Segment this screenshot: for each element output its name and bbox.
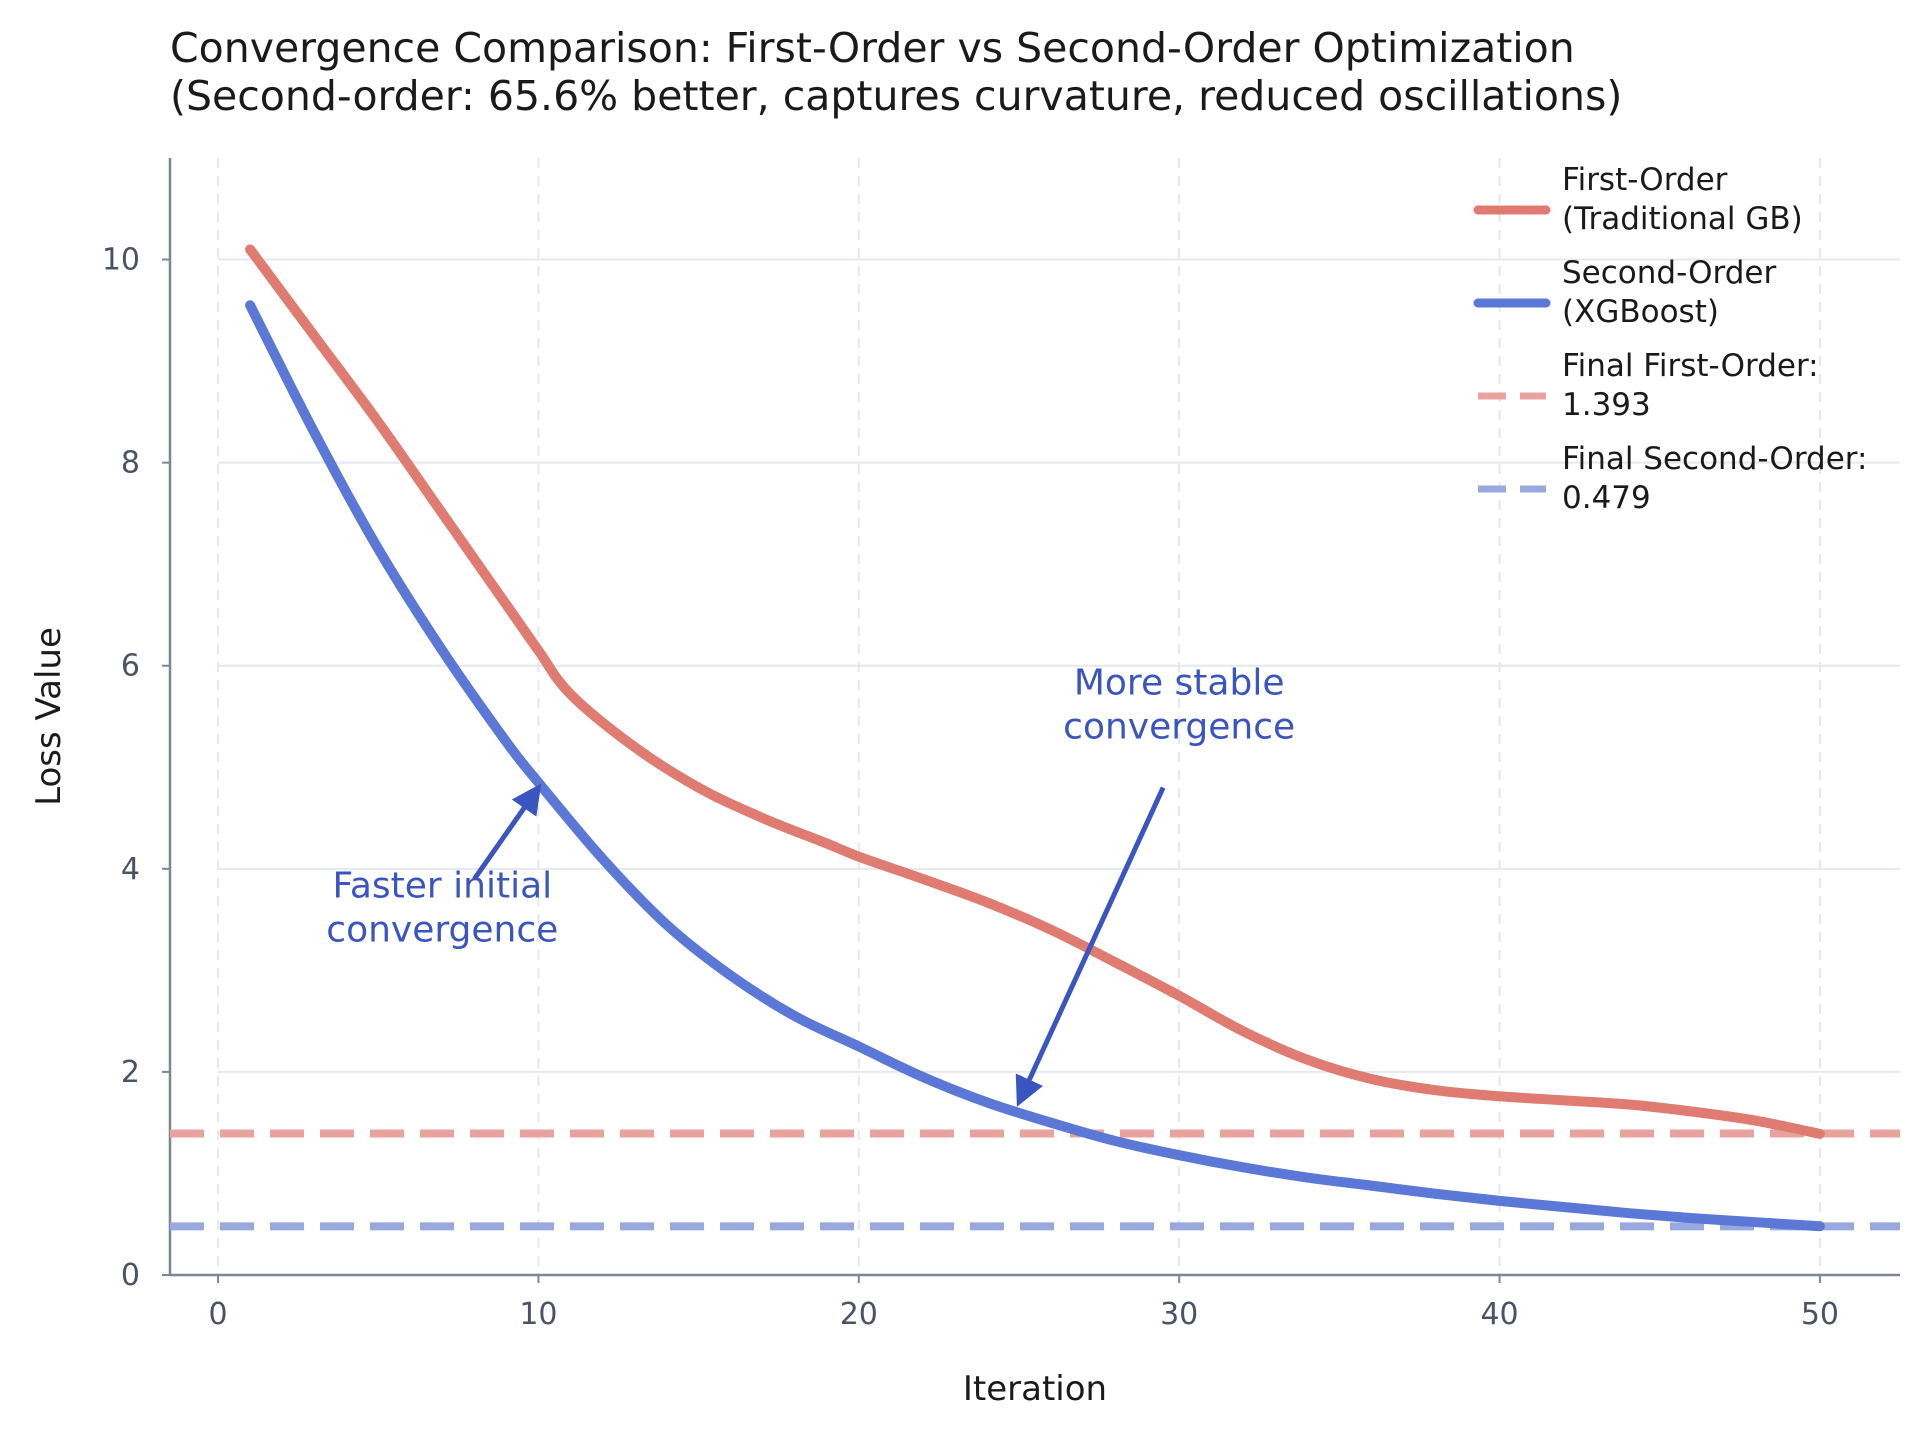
x-tick-label: 20 [840,1297,878,1332]
axes: 0 2 4 6 8 10 0 10 20 30 40 50 Iteration Loss Value [29,158,1900,1409]
legend-label-line: Final Second-Order: [1562,441,1867,477]
annotation-arrow-0 [472,783,542,881]
legend-label-2: Final First-Order: 1.393 [1562,348,1819,423]
y-tick-label: 10 [102,243,140,278]
grid [217,158,1900,1276]
annotation-text-0: Faster initial convergence [326,866,558,951]
y-tick-label: 4 [121,852,140,887]
x-tick-label: 30 [1160,1297,1198,1332]
legend-label-line: (Traditional GB) [1562,201,1803,237]
series-line-1 [245,300,1825,1232]
annotation-text-line: Faster initial [332,866,552,907]
legend-label-line: 0.479 [1562,480,1651,516]
legend-label-line: 1.393 [1562,387,1651,423]
annotation-text-1: More stable convergence [1063,663,1295,748]
annotation-text-line: convergence [1063,707,1295,748]
x-tick-label: 50 [1801,1297,1839,1332]
series-line-0 [245,244,1825,1139]
y-tick-label: 0 [121,1258,140,1293]
annotation-arrow-1 [1015,786,1166,1107]
legend-label-3: Final Second-Order: 0.479 [1562,441,1867,516]
x-tick-label: 0 [209,1297,228,1332]
y-tick-label: 6 [121,649,140,684]
x-tick-label: 10 [519,1297,557,1332]
legend-label-line: First-Order [1562,162,1728,198]
annotation-text-line: More stable [1074,663,1285,704]
y-tick-label: 8 [121,446,140,481]
legend-label-line: Final First-Order: [1562,348,1819,384]
chart-title: Convergence Comparison: First-Order vs S… [170,24,1575,72]
y-axis-label: Loss Value [29,627,69,806]
legend-label-line: Second-Order [1562,255,1776,291]
legend-label-0: First-Order (Traditional GB) [1562,162,1803,237]
chart-subtitle: (Second-order: 65.6% better, captures cu… [170,72,1623,120]
annotation-text-line: convergence [326,910,558,951]
y-tick-label: 2 [121,1055,140,1090]
legend-label-1: Second-Order (XGBoost) [1562,255,1776,330]
x-tick-label: 40 [1480,1297,1518,1332]
x-axis-label: Iteration [963,1369,1107,1409]
legend: First-Order (Traditional GB)Second-Order(… [1473,162,1867,516]
series-group [170,244,1900,1232]
legend-label-line: (XGBoost) [1562,294,1719,330]
